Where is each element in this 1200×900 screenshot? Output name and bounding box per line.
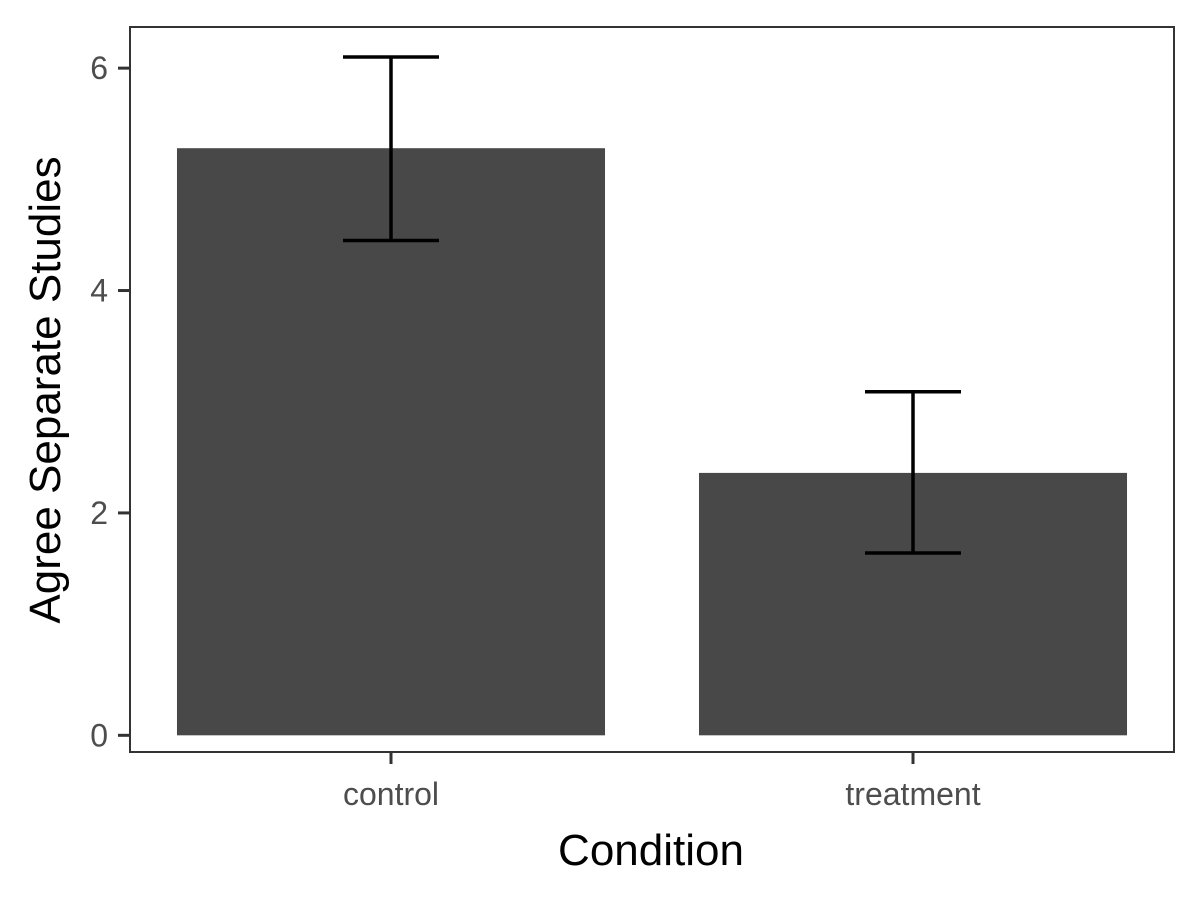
bars — [176, 148, 1128, 736]
bar-control — [176, 148, 606, 736]
x-axis-title: Condition — [558, 826, 744, 875]
error-bar-control — [343, 55, 439, 243]
y-tick-label: 4 — [90, 273, 108, 309]
y-tick-label: 6 — [90, 50, 108, 86]
x-axis: control treatment — [343, 752, 981, 812]
panel-border — [129, 26, 1175, 753]
error-bar-treatment — [865, 389, 961, 555]
x-tick-label-treatment: treatment — [845, 776, 980, 812]
y-axis: 0 2 4 6 — [90, 50, 130, 753]
error-bars — [343, 55, 961, 555]
x-tick-label-control: control — [343, 776, 439, 812]
plot-panel — [129, 26, 1175, 753]
y-tick-label: 2 — [90, 495, 108, 531]
y-axis-title: Agree Separate Studies — [21, 156, 70, 623]
y-tick-label: 0 — [90, 717, 108, 753]
